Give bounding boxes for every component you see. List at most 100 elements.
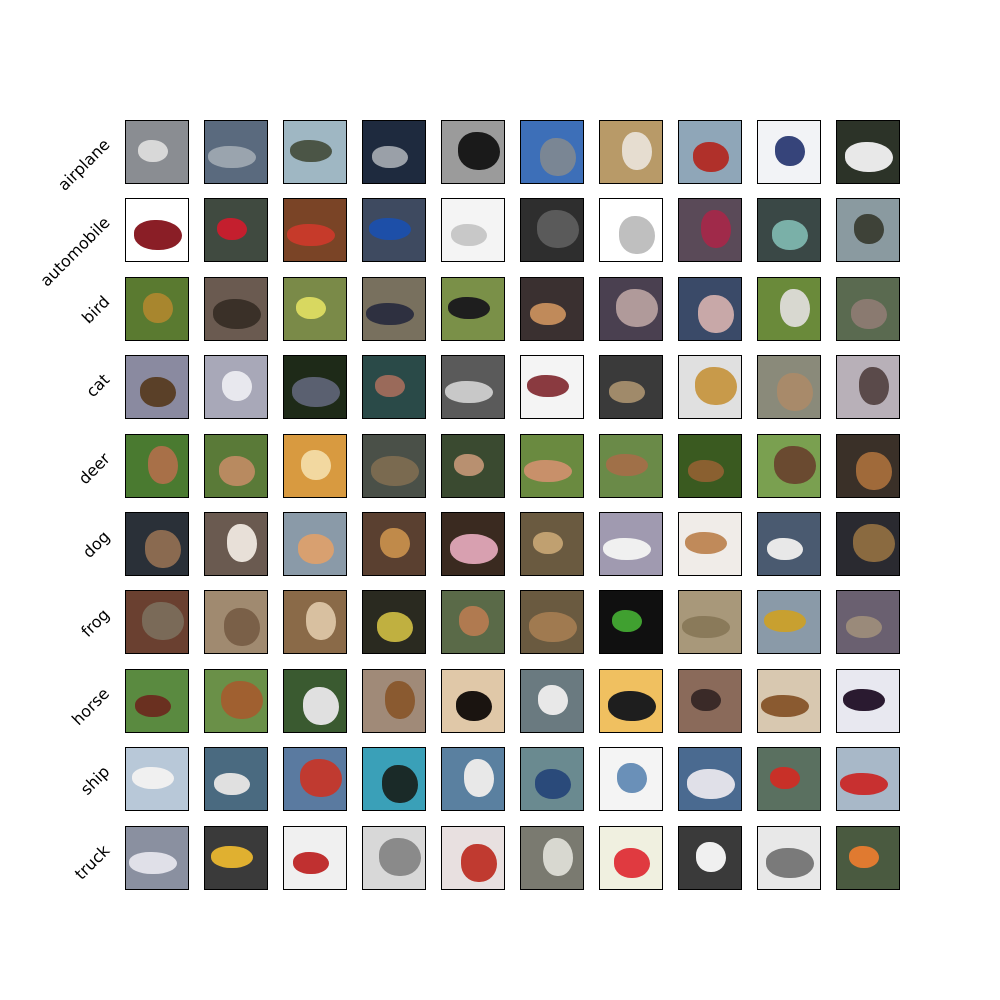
- cat-icon: [527, 375, 569, 398]
- airplane-thumbnail: [441, 120, 505, 184]
- deer-icon: [524, 459, 572, 482]
- row-label-deer: deer: [74, 448, 114, 488]
- frog-icon: [377, 612, 413, 643]
- airplane-thumbnail: [836, 120, 900, 184]
- airplane-icon: [693, 142, 729, 172]
- row-label-frog: frog: [77, 605, 114, 642]
- ship-thumbnail: [125, 747, 189, 812]
- dog-thumbnail: [283, 512, 347, 576]
- horse-thumbnail: [125, 668, 189, 733]
- bird-icon: [143, 292, 173, 323]
- truck-thumbnail: [204, 825, 268, 890]
- airplane-icon: [540, 138, 576, 176]
- frog-thumbnail: [362, 590, 426, 655]
- bird-thumbnail: [204, 276, 268, 341]
- truck-thumbnail: [678, 825, 742, 890]
- frog-thumbnail: [520, 590, 584, 655]
- frog-thumbnail: [283, 590, 347, 655]
- bird-icon: [213, 298, 261, 329]
- bird-icon: [780, 288, 810, 327]
- ship-icon: [464, 759, 494, 798]
- truck-icon: [129, 851, 177, 874]
- car-icon: [217, 218, 247, 241]
- bird-thumbnail: [678, 276, 742, 341]
- cat-thumbnail: [599, 355, 663, 420]
- car-thumbnail: [757, 198, 821, 263]
- bird-thumbnail: [125, 276, 189, 341]
- car-icon: [701, 210, 731, 249]
- cat-icon: [222, 371, 252, 402]
- cat-thumbnail: [678, 355, 742, 420]
- horse-thumbnail: [441, 668, 505, 733]
- cat-thumbnail: [125, 355, 189, 420]
- deer-icon: [688, 459, 724, 482]
- cat-icon: [859, 367, 889, 406]
- bird-icon: [448, 296, 490, 319]
- dog-icon: [853, 524, 895, 562]
- truck-icon: [614, 847, 650, 878]
- dog-icon: [685, 532, 727, 554]
- cat-thumbnail: [283, 355, 347, 420]
- horse-thumbnail: [362, 668, 426, 733]
- row-label-horse: horse: [68, 683, 114, 729]
- car-icon: [451, 224, 487, 247]
- row-label-ship: ship: [76, 762, 114, 799]
- bird-icon: [616, 288, 658, 327]
- deer-icon: [856, 451, 892, 490]
- frog-icon: [529, 612, 577, 643]
- truck-icon: [543, 837, 573, 876]
- bird-thumbnail: [757, 276, 821, 341]
- cat-icon: [292, 377, 340, 408]
- dog-icon: [450, 534, 498, 564]
- cat-thumbnail: [757, 355, 821, 420]
- truck-icon: [696, 841, 726, 872]
- bird-thumbnail: [362, 276, 426, 341]
- row-label-cat: cat: [82, 370, 114, 402]
- truck-icon: [293, 851, 329, 874]
- ship-icon: [214, 773, 250, 796]
- airplane-icon: [775, 136, 805, 166]
- airplane-icon: [845, 142, 893, 172]
- deer-thumbnail: [678, 433, 742, 498]
- deer-icon: [454, 453, 484, 476]
- cat-thumbnail: [362, 355, 426, 420]
- deer-thumbnail: [204, 433, 268, 498]
- truck-thumbnail: [599, 825, 663, 890]
- truck-thumbnail: [757, 825, 821, 890]
- horse-thumbnail: [836, 668, 900, 733]
- ship-thumbnail: [520, 747, 584, 812]
- dog-icon: [533, 532, 563, 554]
- ship-thumbnail: [599, 747, 663, 812]
- ship-thumbnail: [836, 747, 900, 812]
- airplane-icon: [208, 146, 256, 168]
- dog-thumbnail: [362, 512, 426, 576]
- car-thumbnail: [599, 198, 663, 263]
- ship-icon: [300, 759, 342, 798]
- airplane-thumbnail: [283, 120, 347, 184]
- frog-thumbnail: [204, 590, 268, 655]
- frog-thumbnail: [678, 590, 742, 655]
- truck-thumbnail: [441, 825, 505, 890]
- horse-icon: [303, 686, 339, 725]
- dog-thumbnail: [520, 512, 584, 576]
- frog-thumbnail: [441, 590, 505, 655]
- ship-thumbnail: [757, 747, 821, 812]
- car-thumbnail: [125, 198, 189, 263]
- bird-thumbnail: [836, 276, 900, 341]
- frog-icon: [846, 616, 882, 639]
- row-label-airplane: airplane: [54, 134, 114, 195]
- truck-icon: [379, 837, 421, 876]
- truck-icon: [461, 843, 497, 882]
- cat-thumbnail: [204, 355, 268, 420]
- airplane-icon: [622, 132, 652, 170]
- cat-icon: [445, 381, 493, 404]
- ship-icon: [382, 765, 418, 804]
- horse-thumbnail: [283, 668, 347, 733]
- cat-icon: [140, 377, 176, 408]
- ship-icon: [617, 763, 647, 794]
- frog-thumbnail: [599, 590, 663, 655]
- dog-icon: [767, 538, 803, 560]
- cat-icon: [609, 381, 645, 404]
- frog-icon: [142, 602, 184, 641]
- deer-thumbnail: [599, 433, 663, 498]
